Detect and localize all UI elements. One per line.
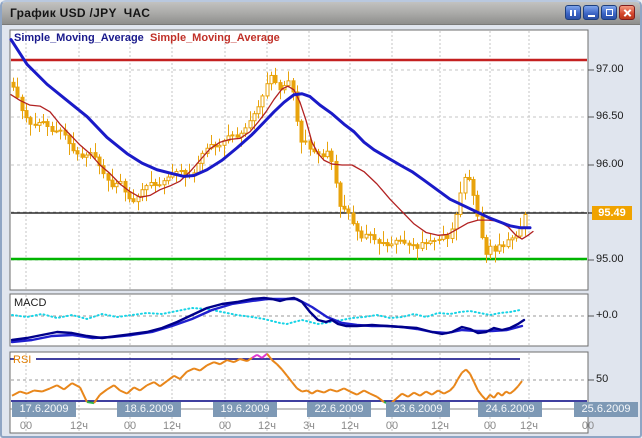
date-label: 24.6.2009 [478,402,542,417]
price-axis-label: 96.50 [596,110,624,122]
window-titlebar[interactable]: График USD /JPY ЧАС [2,2,640,25]
price-axis-label: 96.00 [596,158,624,170]
time-tick-label: 12ч [341,420,359,432]
maximize-button[interactable] [601,5,617,20]
time-tick-label: 12ч [431,420,449,432]
time-tick-label: 3ч [303,420,315,432]
close-button[interactable] [619,5,635,20]
date-label: 18.6.2009 [117,402,181,417]
time-tick-label: 00 [385,420,399,432]
pause-button[interactable] [565,5,581,20]
time-tick-label: 12ч [70,420,88,432]
current-price-tag: 95.49 [592,206,632,220]
macd-axis-label: +0.0 [596,309,618,321]
date-label: 22.6.2009 [307,402,371,417]
sma-legend-1: Simple_Moving_Average [14,32,144,44]
price-chart-panel[interactable] [10,30,588,290]
minimize-button[interactable] [583,5,599,20]
maximize-icon [606,9,613,16]
time-tick-label: 00 [123,420,137,432]
price-axis-label: 97.00 [596,63,624,75]
price-axis-label: 95.00 [596,253,624,265]
minimize-icon [588,15,595,17]
time-tick-label: 12ч [258,420,276,432]
date-label: 23.6.2009 [386,402,450,417]
macd-label: MACD [14,297,47,309]
sma-legend-2: Simple_Moving_Average [150,32,280,44]
window-controls [565,5,635,20]
rsi-label: RSI [13,354,32,366]
time-tick-label: 00 [218,420,232,432]
rsi-axis-label: 50 [596,373,609,385]
window-title: График USD /JPY ЧАС [10,6,151,20]
time-tick-label: 00 [581,420,595,432]
time-tick-label: 00 [19,420,33,432]
date-label: 19.6.2009 [213,402,277,417]
date-label: 17.6.2009 [12,402,76,417]
date-label: 25.6.2009 [574,402,638,417]
macd-panel[interactable] [10,294,588,346]
time-tick-label: 12ч [163,420,181,432]
time-tick-label: 12ч [520,420,538,432]
pause-icon [570,10,572,16]
time-tick-label: 00 [483,420,497,432]
